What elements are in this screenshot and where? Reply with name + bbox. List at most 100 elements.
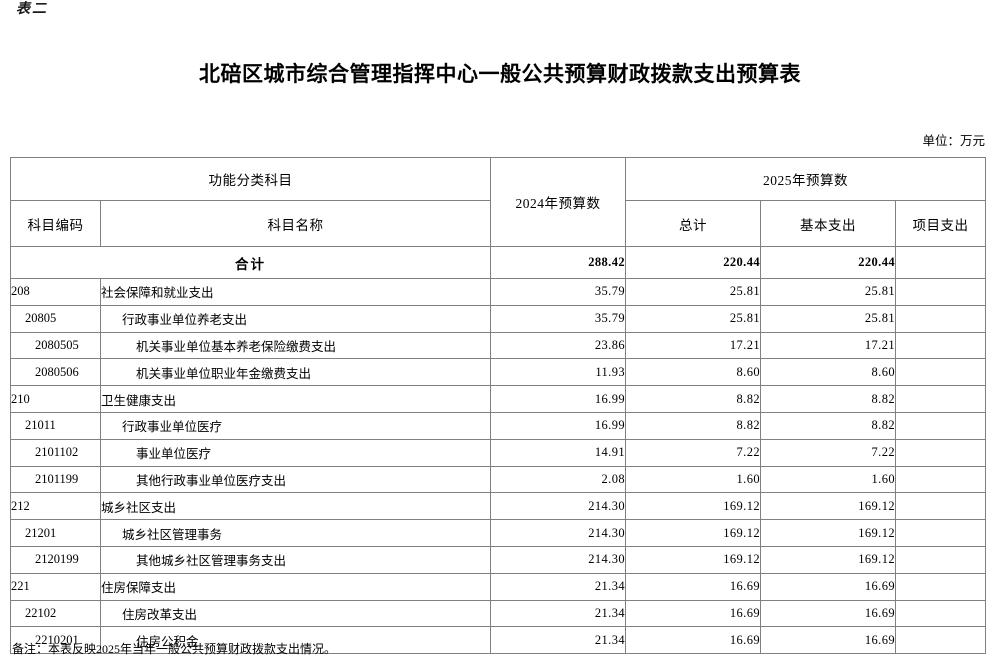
cell-subject-code: 22102 (10, 599, 101, 628)
cell-subject-name: 行政事业单位医疗 (100, 411, 491, 440)
footer-note: 备注：本表反映2025年当年一般公共预算财政拨款支出情况。 (12, 642, 337, 656)
table-row: 22102 住房改革支出 21.34 16.69 16.69 (10, 599, 987, 628)
cell-subject-code: 208 (10, 278, 101, 306)
cell-subject-name: 事业单位医疗 (100, 438, 491, 467)
header-function-category: 功能分类科目 (10, 157, 491, 201)
cell-2025-basic: 169.12 (760, 519, 896, 547)
cell-2024-budget: 2.08 (490, 465, 626, 494)
cell-2025-basic: 1.60 (760, 465, 896, 494)
cell-2024-budget: 214.30 (490, 519, 626, 547)
cell-subject-code: 21201 (10, 519, 101, 547)
cell-2025-total: 7.22 (625, 438, 761, 467)
cell-subject-name: 社会保障和就业支出 (100, 278, 491, 306)
cell-2024-budget: 21.34 (490, 599, 626, 628)
table-row: 212 城乡社区支出 214.30 169.12 169.12 (10, 492, 987, 521)
table-row: 221 住房保障支出 21.34 16.69 16.69 (10, 572, 987, 601)
header-2025-budget: 2025年预算数 (624, 157, 987, 201)
table-row: 20805 行政事业单位养老支出 35.79 25.81 25.81 (10, 304, 987, 333)
cell-subject-code: 2080505 (10, 331, 101, 360)
cell-2025-basic: 7.22 (760, 438, 896, 467)
header-basic-expenditure: 基本支出 (760, 200, 896, 247)
header-total: 总计 (625, 200, 761, 247)
cell-2025-project (894, 572, 987, 601)
total-2025-total: 220.44 (625, 246, 761, 279)
cell-2025-total: 25.81 (625, 304, 761, 333)
cell-2025-project (894, 626, 987, 655)
table-row: 208 社会保障和就业支出 35.79 25.81 25.81 (10, 278, 987, 306)
cell-2025-total: 169.12 (625, 545, 761, 574)
cell-2025-project (894, 492, 987, 521)
page-title: 北碚区城市综合管理指挥中心一般公共预算财政拨款支出预算表 (199, 62, 801, 86)
cell-2024-budget: 14.91 (490, 438, 626, 467)
cell-subject-name: 其他城乡社区管理事务支出 (100, 545, 491, 574)
cell-subject-code: 2120199 (10, 545, 101, 574)
cell-2024-budget: 35.79 (490, 278, 626, 306)
cell-2025-project (894, 385, 987, 413)
cell-2024-budget: 23.86 (490, 331, 626, 360)
cell-subject-code: 210 (10, 385, 101, 413)
cell-subject-name: 机关事业单位基本养老保险缴费支出 (100, 331, 491, 360)
total-label: 合计 (10, 246, 491, 279)
table-row: 2101199 其他行政事业单位医疗支出 2.08 1.60 1.60 (10, 465, 987, 494)
cell-2025-total: 16.69 (625, 599, 761, 628)
cell-subject-code: 2210201 (10, 626, 101, 655)
sheet-label: 表二 (16, 2, 48, 17)
budget-table: 功能分类科目 2024年预算数 2025年预算数 科目编码 科目名称 总计 基本… (10, 157, 987, 655)
cell-2024-budget: 21.34 (490, 626, 626, 655)
table-row-total: 合计 288.42 220.44 220.44 (10, 246, 987, 279)
cell-2025-project (894, 545, 987, 574)
cell-2024-budget: 16.99 (490, 411, 626, 440)
cell-2025-total: 8.82 (625, 411, 761, 440)
cell-subject-code: 212 (10, 492, 101, 521)
cell-2025-project (894, 411, 987, 440)
total-2025-basic: 220.44 (760, 246, 896, 279)
table-row: 2120199 其他城乡社区管理事务支出 214.30 169.12 169.12 (10, 545, 987, 574)
cell-2025-total: 8.82 (625, 385, 761, 413)
header-row-group: 功能分类科目 2024年预算数 2025年预算数 (10, 157, 987, 247)
cell-2024-budget: 21.34 (490, 572, 626, 601)
cell-subject-name: 城乡社区支出 (100, 492, 491, 521)
cell-2025-project (894, 358, 987, 387)
header-subject-code: 科目编码 (10, 200, 101, 247)
cell-subject-code: 21011 (10, 411, 101, 440)
cell-2025-project (894, 304, 987, 333)
table-row: 21201 城乡社区管理事务 214.30 169.12 169.12 (10, 519, 987, 547)
header-row-sub: 科目编码 科目名称 总计 基本支出 项目支出 (10, 200, 987, 247)
cell-subject-code: 20805 (10, 304, 101, 333)
table-row: 2080505 机关事业单位基本养老保险缴费支出 23.86 17.21 17.21 (10, 331, 987, 360)
cell-2024-budget: 11.93 (490, 358, 626, 387)
cell-2025-total: 169.12 (625, 519, 761, 547)
cell-2025-project (894, 599, 987, 628)
cell-2025-project (894, 438, 987, 467)
cell-2025-basic: 8.82 (760, 385, 896, 413)
cell-subject-code: 2080506 (10, 358, 101, 387)
cell-subject-name: 其他行政事业单位医疗支出 (100, 465, 491, 494)
cell-subject-code: 2101102 (10, 438, 101, 467)
cell-2025-basic: 169.12 (760, 545, 896, 574)
cell-2025-basic: 169.12 (760, 492, 896, 521)
table-row: 210 卫生健康支出 16.99 8.82 8.82 (10, 385, 987, 413)
cell-subject-name: 住房改革支出 (100, 599, 491, 628)
cell-2025-basic: 25.81 (760, 278, 896, 306)
cell-2025-total: 16.69 (625, 626, 761, 655)
cell-2024-budget: 35.79 (490, 304, 626, 333)
table-row: 2210201 住房公积金 21.34 16.69 16.69 (10, 626, 987, 655)
cell-2025-total: 1.60 (625, 465, 761, 494)
table-row: 2080506 机关事业单位职业年金缴费支出 11.93 8.60 8.60 (10, 358, 987, 387)
cell-subject-name: 住房保障支出 (100, 572, 491, 601)
cell-subject-name: 住房公积金 (100, 626, 491, 655)
cell-2025-basic: 16.69 (760, 572, 896, 601)
table-body: 合计 288.42 220.44 220.44 208 社会保障和就业支出 35.7… (10, 246, 987, 655)
table-row: 2101102 事业单位医疗 14.91 7.22 7.22 (10, 438, 987, 467)
cell-subject-code: 221 (10, 572, 101, 601)
cell-subject-name: 城乡社区管理事务 (100, 519, 491, 547)
cell-subject-code: 2101199 (10, 465, 101, 494)
cell-2025-basic: 17.21 (760, 331, 896, 360)
cell-2025-total: 17.21 (625, 331, 761, 360)
header-subject-name: 科目名称 (100, 200, 491, 247)
cell-2024-budget: 214.30 (490, 545, 626, 574)
cell-2025-basic: 8.82 (760, 411, 896, 440)
cell-2025-basic: 8.60 (760, 358, 896, 387)
cell-2025-total: 8.60 (625, 358, 761, 387)
header-2024-budget: 2024年预算数 (490, 157, 626, 247)
